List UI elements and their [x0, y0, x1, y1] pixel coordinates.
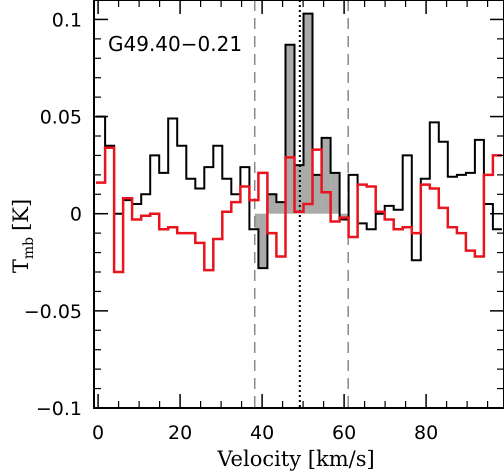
y-tick-label: 0.1 [52, 9, 82, 31]
y-tick-label: 0 [70, 204, 82, 226]
x-tick-label: 80 [414, 422, 438, 444]
x-tick-label: 60 [332, 422, 356, 444]
fill-bin [303, 13, 313, 214]
x-tick-label: 20 [168, 422, 192, 444]
fill-bin [321, 137, 331, 214]
fill-bin [330, 172, 340, 214]
x-tick-label: 40 [250, 422, 274, 444]
svg-text:Tmb[K]: Tmb [K] [9, 199, 37, 273]
fill-bin [258, 213, 268, 269]
fill-bin [294, 165, 304, 214]
y-axis-title-main: T [9, 259, 33, 273]
spectrum-line-black [96, 12, 502, 270]
fill-bin [285, 44, 295, 214]
plot-frame [93, 0, 504, 409]
y-axis-title-subscript: mb [21, 237, 37, 259]
source-label: G49.40−0.21 [108, 32, 242, 56]
y-tick-label: −0.1 [36, 398, 82, 420]
fill-bin [267, 194, 277, 214]
x-tick-label: 0 [92, 422, 104, 444]
y-tick-label: 0.05 [40, 107, 82, 129]
fill-bin [254, 213, 259, 230]
spectrum-line-red [96, 146, 502, 274]
y-axis-title-unit: [K] [9, 199, 33, 231]
y-tick-label: −0.05 [24, 301, 82, 323]
emission-fill-layer [254, 13, 349, 269]
fill-bin [276, 202, 286, 214]
series-layer [96, 12, 502, 274]
ticks-layer: 0 20 40 60 80 −0.1 −0.05 0 0.05 0.1 [24, 0, 504, 444]
y-axis-title: Tmb [K] [9, 199, 37, 273]
x-axis-title: Velocity [km/s] [216, 447, 374, 471]
fill-bin [312, 174, 322, 214]
